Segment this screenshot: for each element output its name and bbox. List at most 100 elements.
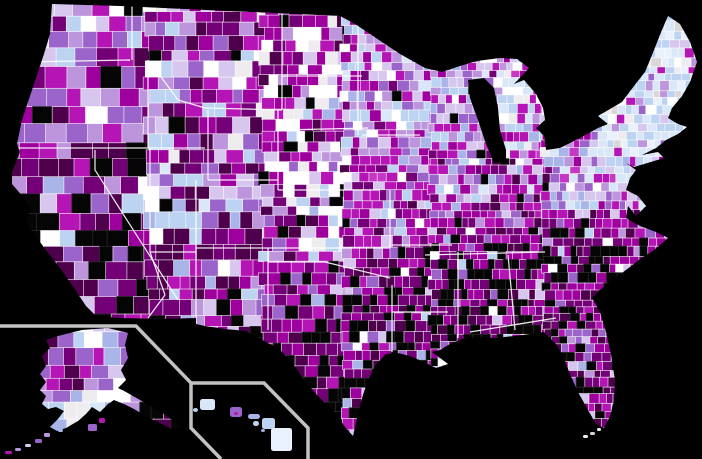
county (512, 18, 522, 28)
county (438, 392, 447, 403)
county (566, 320, 578, 330)
county (602, 173, 611, 184)
county (122, 418, 137, 431)
county (256, 4, 270, 13)
county (290, 388, 306, 403)
county (284, 97, 296, 110)
county (495, 279, 507, 291)
county (533, 324, 543, 336)
county (527, 149, 537, 160)
county (621, 336, 632, 345)
county (688, 263, 697, 274)
county (622, 263, 632, 274)
county (567, 402, 579, 413)
county (663, 256, 672, 265)
county (302, 14, 317, 28)
county (626, 343, 634, 354)
aleutian-island (15, 448, 21, 451)
county (609, 256, 621, 265)
county (437, 452, 445, 459)
county (655, 289, 663, 301)
county (470, 44, 481, 54)
county (610, 343, 621, 354)
county (427, 44, 437, 54)
county (485, 435, 494, 436)
county (566, 352, 576, 363)
county (531, 158, 544, 166)
county (530, 268, 539, 281)
county (616, 73, 624, 82)
county (603, 97, 612, 106)
county (616, 20, 629, 32)
county (12, 385, 14, 404)
county (178, 4, 190, 13)
county (96, 47, 119, 68)
county (634, 447, 644, 455)
county (623, 166, 631, 175)
county (228, 351, 246, 367)
county (258, 171, 270, 186)
county (496, 392, 509, 403)
county (590, 156, 599, 168)
county (139, 377, 160, 392)
county (549, 139, 559, 149)
aleutian-island (35, 439, 42, 443)
county (327, 424, 340, 435)
county (105, 261, 128, 281)
county (664, 370, 675, 378)
county (421, 398, 431, 409)
county (162, 102, 175, 118)
county (477, 251, 489, 261)
county (301, 26, 312, 41)
county (600, 20, 608, 32)
county (28, 66, 46, 90)
county (72, 4, 93, 17)
county (448, 77, 458, 89)
county (646, 123, 658, 133)
county (561, 343, 570, 354)
county (582, 209, 591, 220)
county (34, 313, 58, 335)
county (567, 361, 579, 372)
county (550, 57, 560, 68)
county (544, 447, 554, 455)
hawaii-island-oahu-honolulu (234, 412, 238, 415)
county (75, 230, 94, 248)
county (529, 243, 539, 253)
county (436, 4, 445, 12)
county (171, 60, 189, 78)
county (382, 24, 395, 36)
county (600, 227, 612, 239)
county (418, 109, 430, 123)
county (306, 141, 320, 153)
county (308, 250, 320, 262)
county (562, 289, 573, 301)
county (549, 435, 559, 436)
county (667, 156, 677, 168)
county (667, 454, 678, 459)
county (465, 383, 475, 394)
county (486, 366, 495, 377)
county (681, 182, 692, 193)
county (429, 419, 440, 430)
county (316, 161, 330, 173)
county (610, 104, 619, 116)
county (639, 336, 648, 345)
county (530, 4, 541, 12)
county (492, 35, 501, 46)
county (308, 171, 322, 186)
county (431, 10, 441, 20)
county (500, 358, 510, 368)
state-border (24, 59, 131, 63)
county (409, 235, 421, 248)
county (209, 185, 225, 200)
county (588, 393, 600, 405)
county (342, 445, 357, 459)
county (376, 377, 386, 389)
county (520, 234, 532, 245)
county (427, 8, 439, 18)
county (637, 20, 648, 32)
county (82, 31, 98, 49)
county (264, 161, 279, 173)
county (676, 289, 686, 301)
